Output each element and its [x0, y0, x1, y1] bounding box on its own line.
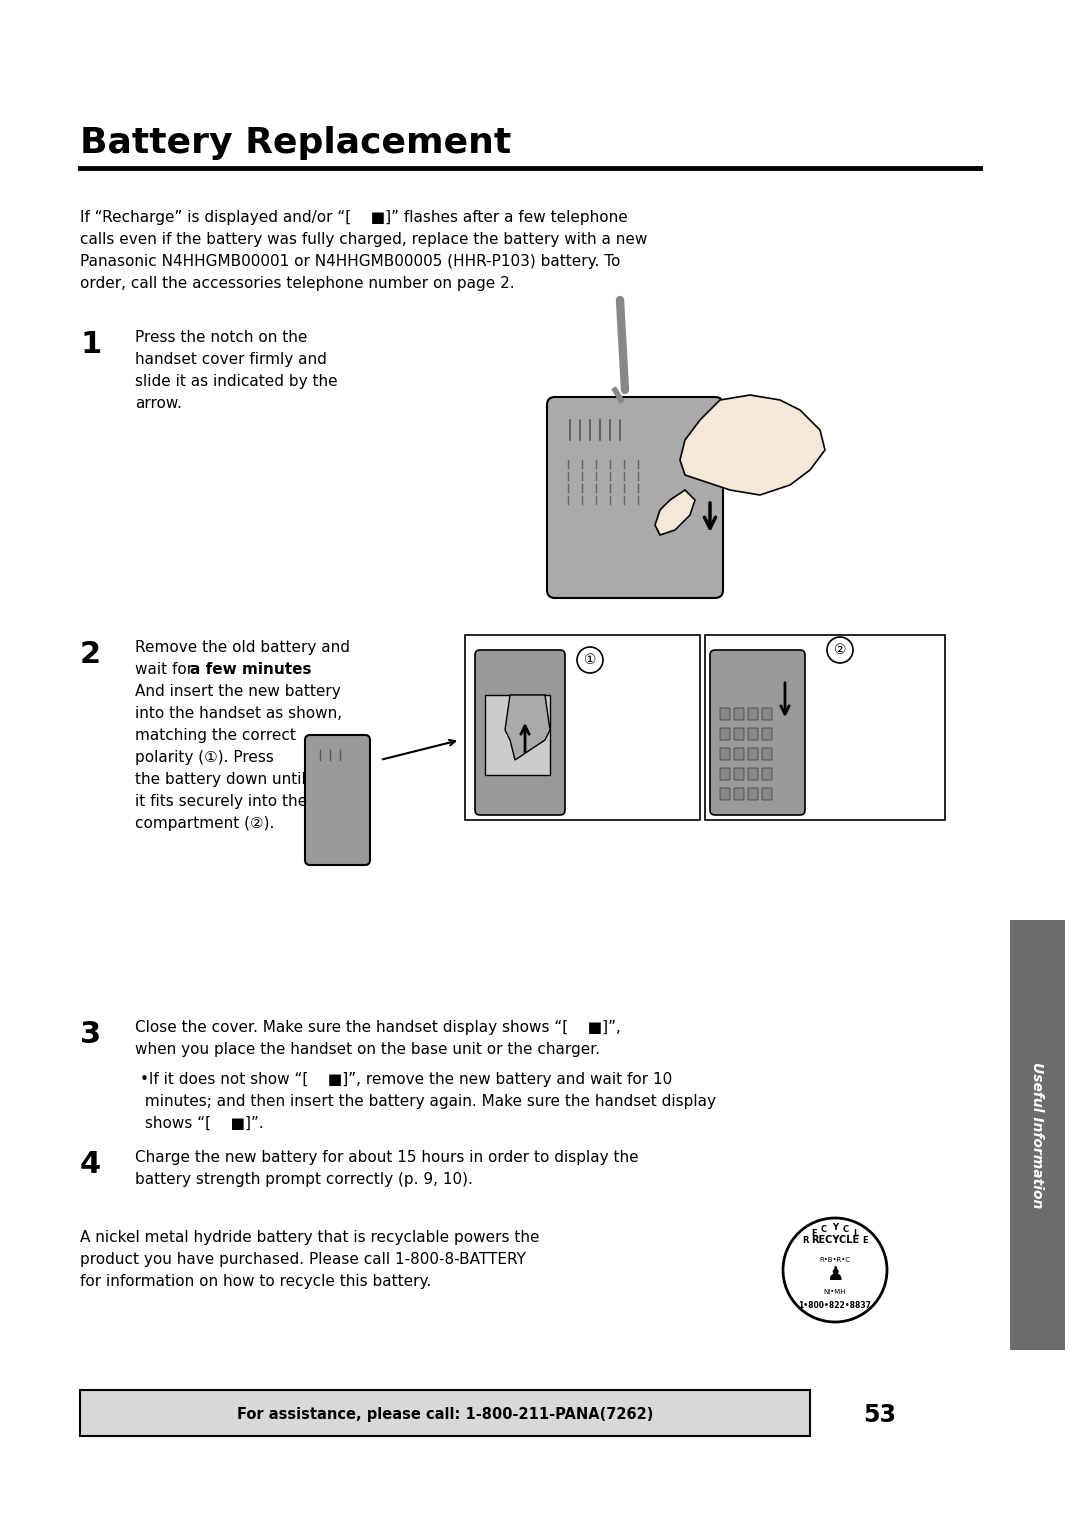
- Text: 53: 53: [864, 1403, 896, 1427]
- Text: Y: Y: [832, 1224, 838, 1233]
- Text: A nickel metal hydride battery that is recyclable powers the: A nickel metal hydride battery that is r…: [80, 1230, 540, 1245]
- Text: 3: 3: [80, 1021, 102, 1050]
- Text: Remove the old battery and: Remove the old battery and: [135, 640, 350, 656]
- Bar: [762, 707, 772, 720]
- Text: the battery down until: the battery down until: [135, 772, 306, 787]
- Bar: [720, 769, 730, 779]
- Bar: [734, 769, 744, 779]
- Text: For assistance, please call: 1-800-211-PANA(7262): For assistance, please call: 1-800-211-P…: [237, 1407, 653, 1423]
- Text: RECYCLE: RECYCLE: [811, 1235, 859, 1245]
- Bar: [734, 727, 744, 740]
- Bar: [748, 707, 758, 720]
- Text: Useful Information: Useful Information: [1030, 1062, 1044, 1209]
- Text: Charge the new battery for about 15 hours in order to display the: Charge the new battery for about 15 hour…: [135, 1151, 638, 1164]
- Text: C: C: [821, 1225, 827, 1235]
- Text: And insert the new battery: And insert the new battery: [135, 685, 341, 698]
- Text: ①: ①: [584, 652, 596, 668]
- Text: shows “[    ■]”.: shows “[ ■]”.: [140, 1115, 264, 1131]
- Bar: [720, 749, 730, 759]
- Polygon shape: [680, 396, 825, 495]
- Bar: [762, 727, 772, 740]
- Text: for information on how to recycle this battery.: for information on how to recycle this b…: [80, 1274, 431, 1290]
- Bar: [485, 695, 550, 775]
- Bar: [762, 769, 772, 779]
- Bar: [1010, 920, 1065, 1351]
- Text: when you place the handset on the base unit or the charger.: when you place the handset on the base u…: [135, 1042, 600, 1057]
- Circle shape: [577, 646, 603, 672]
- Text: C: C: [842, 1225, 849, 1235]
- Text: into the handset as shown,: into the handset as shown,: [135, 706, 342, 721]
- Text: 2: 2: [80, 640, 102, 669]
- Text: L: L: [853, 1229, 859, 1238]
- Text: NI•MH: NI•MH: [824, 1290, 847, 1296]
- Circle shape: [783, 1218, 887, 1322]
- Text: E: E: [862, 1236, 867, 1245]
- Circle shape: [827, 637, 853, 663]
- Text: •If it does not show “[    ■]”, remove the new battery and wait for 10: •If it does not show “[ ■]”, remove the …: [140, 1073, 672, 1086]
- Text: R•B•R•C: R•B•R•C: [820, 1258, 851, 1264]
- Bar: [762, 788, 772, 801]
- Text: arrow.: arrow.: [135, 396, 181, 411]
- Bar: [720, 707, 730, 720]
- Text: Panasonic N4HHGMB00001 or N4HHGMB00005 (HHR-P103) battery. To: Panasonic N4HHGMB00001 or N4HHGMB00005 (…: [80, 254, 620, 269]
- Text: slide it as indicated by the: slide it as indicated by the: [135, 374, 338, 390]
- Text: polarity (①). Press: polarity (①). Press: [135, 750, 274, 766]
- Bar: [734, 749, 744, 759]
- Text: wait for: wait for: [135, 662, 198, 677]
- Text: 4: 4: [80, 1151, 102, 1180]
- Text: handset cover firmly and: handset cover firmly and: [135, 351, 327, 367]
- Text: minutes; and then insert the battery again. Make sure the handset display: minutes; and then insert the battery aga…: [140, 1094, 716, 1109]
- Text: order, call the accessories telephone number on page 2.: order, call the accessories telephone nu…: [80, 277, 515, 290]
- Polygon shape: [505, 695, 550, 759]
- Bar: [748, 727, 758, 740]
- Text: it fits securely into the: it fits securely into the: [135, 795, 307, 808]
- Bar: [80, 1390, 810, 1436]
- Text: calls even if the battery was fully charged, replace the battery with a new: calls even if the battery was fully char…: [80, 232, 647, 248]
- Bar: [720, 727, 730, 740]
- Text: ♟: ♟: [826, 1265, 843, 1285]
- Text: Press the notch on the: Press the notch on the: [135, 330, 308, 345]
- Bar: [734, 707, 744, 720]
- Text: product you have purchased. Please call 1-800-8-BATTERY: product you have purchased. Please call …: [80, 1251, 526, 1267]
- Text: 1•800•822•8837: 1•800•822•8837: [798, 1300, 872, 1309]
- Text: E: E: [811, 1229, 816, 1238]
- Text: If “Recharge” is displayed and/or “[    ■]” flashes after a few telephone: If “Recharge” is displayed and/or “[ ■]”…: [80, 209, 627, 225]
- Text: Battery Replacement: Battery Replacement: [80, 125, 511, 160]
- Bar: [748, 769, 758, 779]
- Text: a few minutes: a few minutes: [190, 662, 311, 677]
- Text: .: .: [279, 662, 283, 677]
- Bar: [720, 788, 730, 801]
- Text: ②: ②: [834, 643, 847, 657]
- Bar: [748, 749, 758, 759]
- FancyBboxPatch shape: [546, 397, 723, 597]
- Text: 1: 1: [80, 330, 102, 359]
- Text: battery strength prompt correctly (p. 9, 10).: battery strength prompt correctly (p. 9,…: [135, 1172, 473, 1187]
- Bar: [705, 636, 945, 821]
- Polygon shape: [654, 490, 696, 535]
- Text: Close the cover. Make sure the handset display shows “[    ■]”,: Close the cover. Make sure the handset d…: [135, 1021, 621, 1034]
- Bar: [762, 749, 772, 759]
- FancyBboxPatch shape: [710, 649, 805, 814]
- Circle shape: [787, 1222, 883, 1319]
- Text: compartment (②).: compartment (②).: [135, 816, 274, 831]
- Bar: [734, 788, 744, 801]
- FancyBboxPatch shape: [305, 735, 370, 865]
- Text: matching the correct: matching the correct: [135, 727, 296, 743]
- Text: R: R: [802, 1236, 809, 1245]
- Bar: [465, 636, 700, 821]
- Bar: [748, 788, 758, 801]
- FancyBboxPatch shape: [475, 649, 565, 814]
